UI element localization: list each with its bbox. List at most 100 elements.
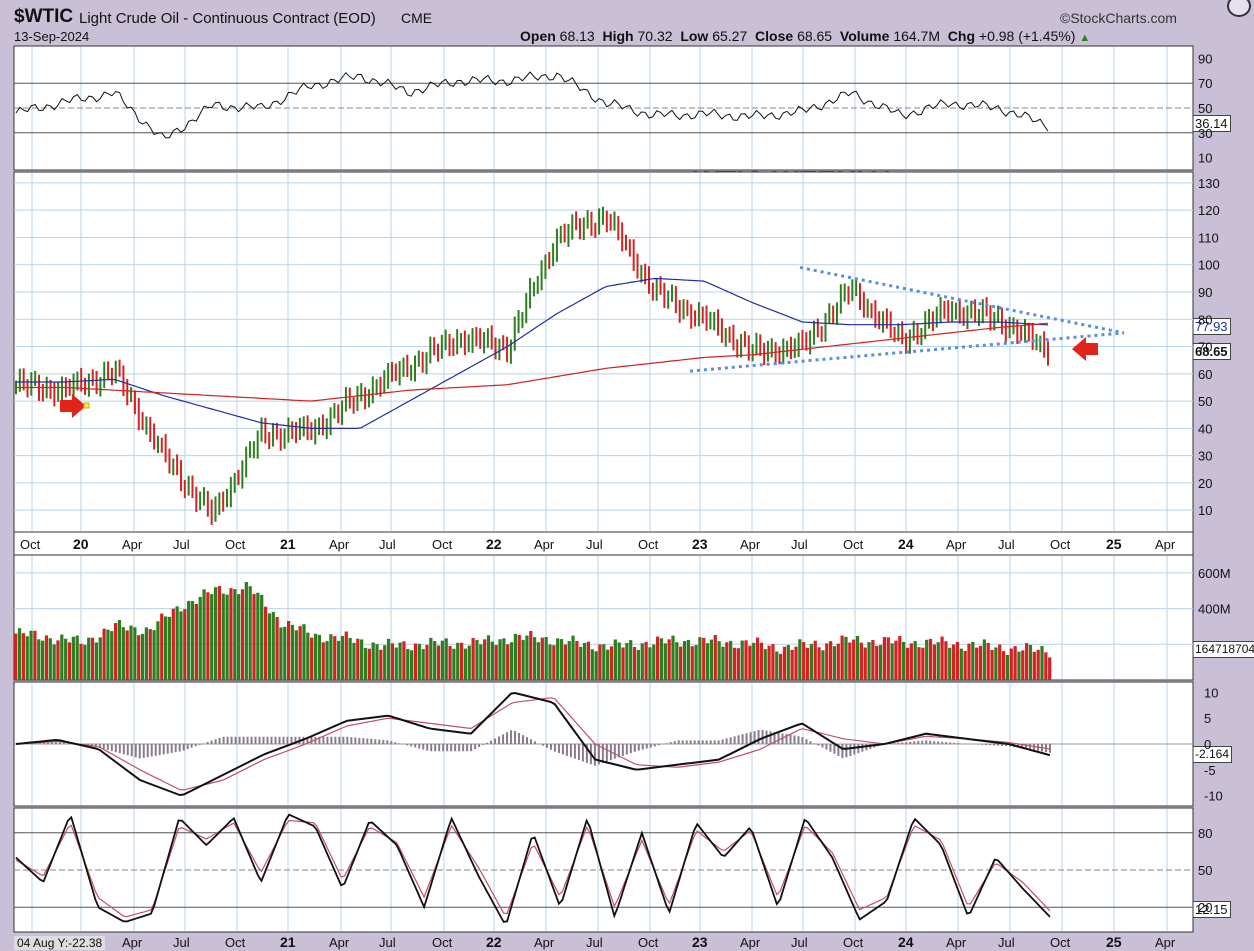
volume-bar — [1028, 644, 1033, 680]
volume-bar — [586, 641, 591, 680]
volume-bar — [544, 637, 548, 680]
symbol-title: $WTIC — [14, 6, 74, 27]
volume-bar — [240, 589, 245, 680]
volume-bar — [317, 634, 321, 680]
volume-bar — [179, 611, 183, 680]
volume-bar — [763, 649, 767, 680]
volume-bar — [17, 628, 22, 680]
date-tick-9: 22 — [486, 536, 502, 552]
volume-bar — [133, 627, 137, 680]
volume-bar — [902, 641, 906, 680]
volume-bar — [206, 592, 210, 680]
chart-date: 13-Sep-2024 — [14, 29, 90, 44]
volume-bar — [244, 582, 248, 680]
volume-bar — [690, 646, 694, 680]
bottom-date-tick-18: Apr — [946, 935, 967, 950]
volume-bar — [344, 631, 348, 680]
volume-bar — [352, 642, 356, 680]
bottom-date-tick-19: Jul — [998, 935, 1015, 950]
date-tick-19: Jul — [998, 537, 1015, 552]
volume-bar — [129, 625, 133, 680]
volume-bar — [156, 621, 160, 680]
volume-bar — [279, 627, 283, 680]
volume-bar — [686, 639, 690, 680]
volume-bar — [682, 641, 687, 680]
volume-label-panel: ▥ Volume 164,718,704 — [18, 557, 153, 573]
volume-bar — [302, 624, 306, 680]
macd-histogram — [18, 729, 1051, 766]
volume-bar — [536, 642, 541, 680]
volume-bar — [602, 644, 606, 680]
volume-bar — [183, 609, 187, 680]
volume-bar — [575, 640, 579, 680]
volume-bar — [329, 634, 333, 680]
volume-bar — [825, 643, 829, 680]
volume-bar — [805, 647, 810, 680]
volume-bar — [1032, 651, 1036, 680]
volume-bar — [237, 594, 241, 680]
volume-bar — [152, 630, 156, 680]
volume-bar — [744, 640, 748, 680]
volume-bar — [871, 639, 875, 680]
volume-bar — [198, 596, 202, 680]
volume-bar — [963, 650, 967, 680]
volume-bar — [436, 645, 441, 680]
exchange-label: CME — [401, 10, 433, 26]
volume-bar — [798, 639, 802, 680]
rsi-ytick-0: 90 — [1198, 51, 1212, 66]
volume-bar — [567, 641, 571, 680]
sto-d-line — [15, 819, 1051, 918]
volume-bar — [106, 629, 110, 680]
volume-bar — [144, 627, 149, 680]
date-tick-11: Jul — [586, 537, 603, 552]
volume-bar — [563, 644, 567, 680]
volume-bar — [1017, 651, 1021, 680]
volume-bar — [782, 646, 787, 680]
high-value: 70.32 — [637, 28, 673, 44]
sto-ytick-1: 50 — [1198, 863, 1212, 878]
volume-bar — [94, 642, 99, 680]
rsi-ytick-1: 70 — [1198, 76, 1212, 91]
volume-bar — [767, 645, 771, 680]
bottom-date-tick-5: 21 — [280, 934, 296, 950]
volume-bar — [248, 586, 252, 680]
volume-bar — [471, 637, 475, 680]
volume-bar — [202, 589, 206, 680]
date-tick-18: Apr — [946, 537, 967, 552]
volume-bar — [87, 637, 91, 680]
sto-label: — Full STO %K(14,3) %D(3) 12.15, 17.01 — [18, 810, 260, 825]
rsi-line — [15, 71, 1049, 139]
volume-bar — [348, 637, 352, 680]
volume-bar — [559, 639, 564, 680]
volume-bar — [729, 640, 733, 680]
lower-trendline — [689, 331, 1125, 373]
close-icon[interactable] — [1227, 0, 1251, 17]
volume-bar — [367, 648, 371, 680]
volume-bar — [663, 643, 667, 680]
date-tick-22: Apr — [1155, 537, 1176, 552]
right-arrow-marker — [1072, 337, 1098, 361]
volume-bar — [705, 643, 710, 680]
volume-bar — [828, 641, 833, 680]
volume-bar — [1025, 643, 1029, 680]
volume-bar — [452, 648, 456, 680]
volume-bar — [594, 651, 598, 680]
volume-bar — [552, 645, 556, 680]
volume-bar — [571, 635, 575, 680]
volume-bar — [840, 635, 844, 680]
volume-bar — [882, 637, 887, 680]
volume-bar — [533, 637, 537, 680]
volume-bar — [644, 641, 648, 680]
volume-bar — [755, 637, 760, 680]
date-tick-12: Oct — [638, 537, 659, 552]
volume-bar — [590, 649, 594, 680]
volume-bar — [759, 642, 764, 680]
volume-bar — [771, 644, 775, 680]
volume-bar — [429, 637, 433, 680]
volume-bar — [513, 633, 518, 680]
volume-bar — [263, 606, 268, 680]
volume-bar — [652, 644, 656, 680]
brand-logo[interactable]: ©StockCharts.com — [1060, 10, 1177, 26]
volume-bar — [79, 643, 83, 680]
